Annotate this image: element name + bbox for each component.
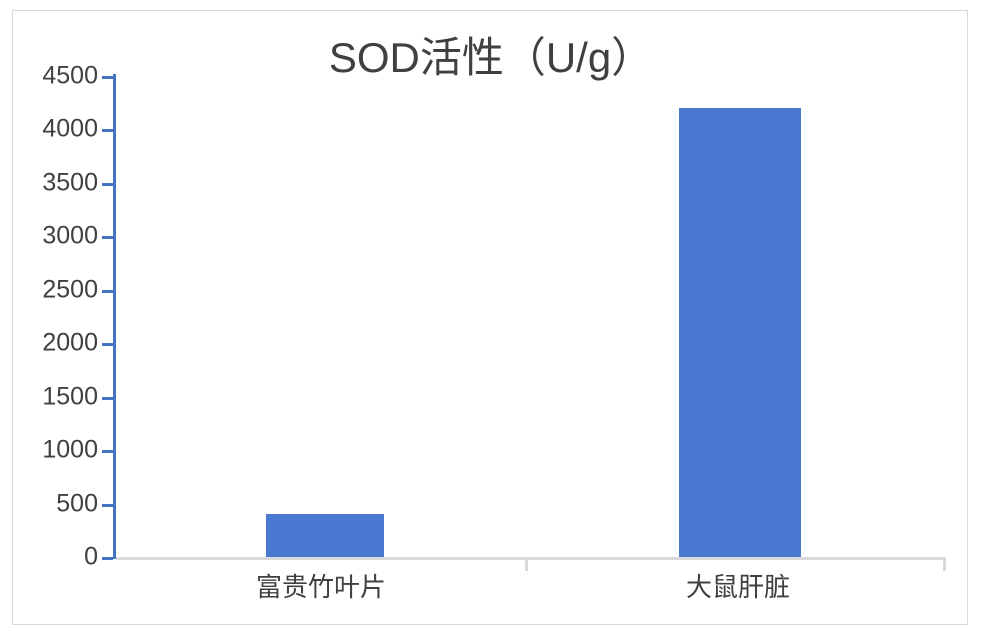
- x-category-label-1: 富贵竹叶片: [255, 572, 387, 602]
- y-tick-label: 1000: [42, 435, 98, 464]
- y-tick-label: 3000: [42, 221, 98, 250]
- y-tick-mark: [102, 557, 113, 560]
- y-tick-mark: [102, 129, 113, 133]
- y-axis-line: [113, 74, 116, 559]
- x-axis-tick: [943, 560, 946, 571]
- y-tick-label: 4500: [42, 61, 98, 90]
- bar-dashuganzang[interactable]: [679, 108, 801, 557]
- y-tick-label: 4000: [42, 114, 98, 143]
- y-tick-mark: [102, 343, 113, 347]
- chart-title: SOD活性（U/g）: [328, 34, 654, 81]
- y-tick-mark: [102, 503, 113, 507]
- x-category-label-2: 大鼠肝脏: [685, 572, 791, 602]
- y-tick-label: 3500: [42, 168, 98, 197]
- y-tick-label: 500: [56, 489, 98, 518]
- y-tick-mark: [102, 236, 113, 240]
- y-tick-label: 2500: [42, 275, 98, 304]
- y-tick-label: 1500: [42, 382, 98, 411]
- y-tick-mark: [102, 450, 113, 454]
- y-tick-mark: [102, 182, 113, 186]
- y-tick-mark: [102, 289, 113, 293]
- x-axis-tick: [525, 560, 528, 571]
- plot-area: 4500 4000 3500 3000 2500 2000 1500 1000: [42, 63, 946, 602]
- bar-fuguizhuyepian[interactable]: [266, 514, 384, 557]
- chart-container: SOD活性（U/g） 4500 4000 3500 3000 2500 2000: [12, 10, 968, 625]
- y-tick-mark: [102, 396, 113, 400]
- y-tick-mark: [102, 76, 113, 79]
- x-axis-line: [116, 557, 946, 560]
- y-tick-label: 2000: [42, 328, 98, 357]
- y-tick-label: 0: [84, 542, 98, 571]
